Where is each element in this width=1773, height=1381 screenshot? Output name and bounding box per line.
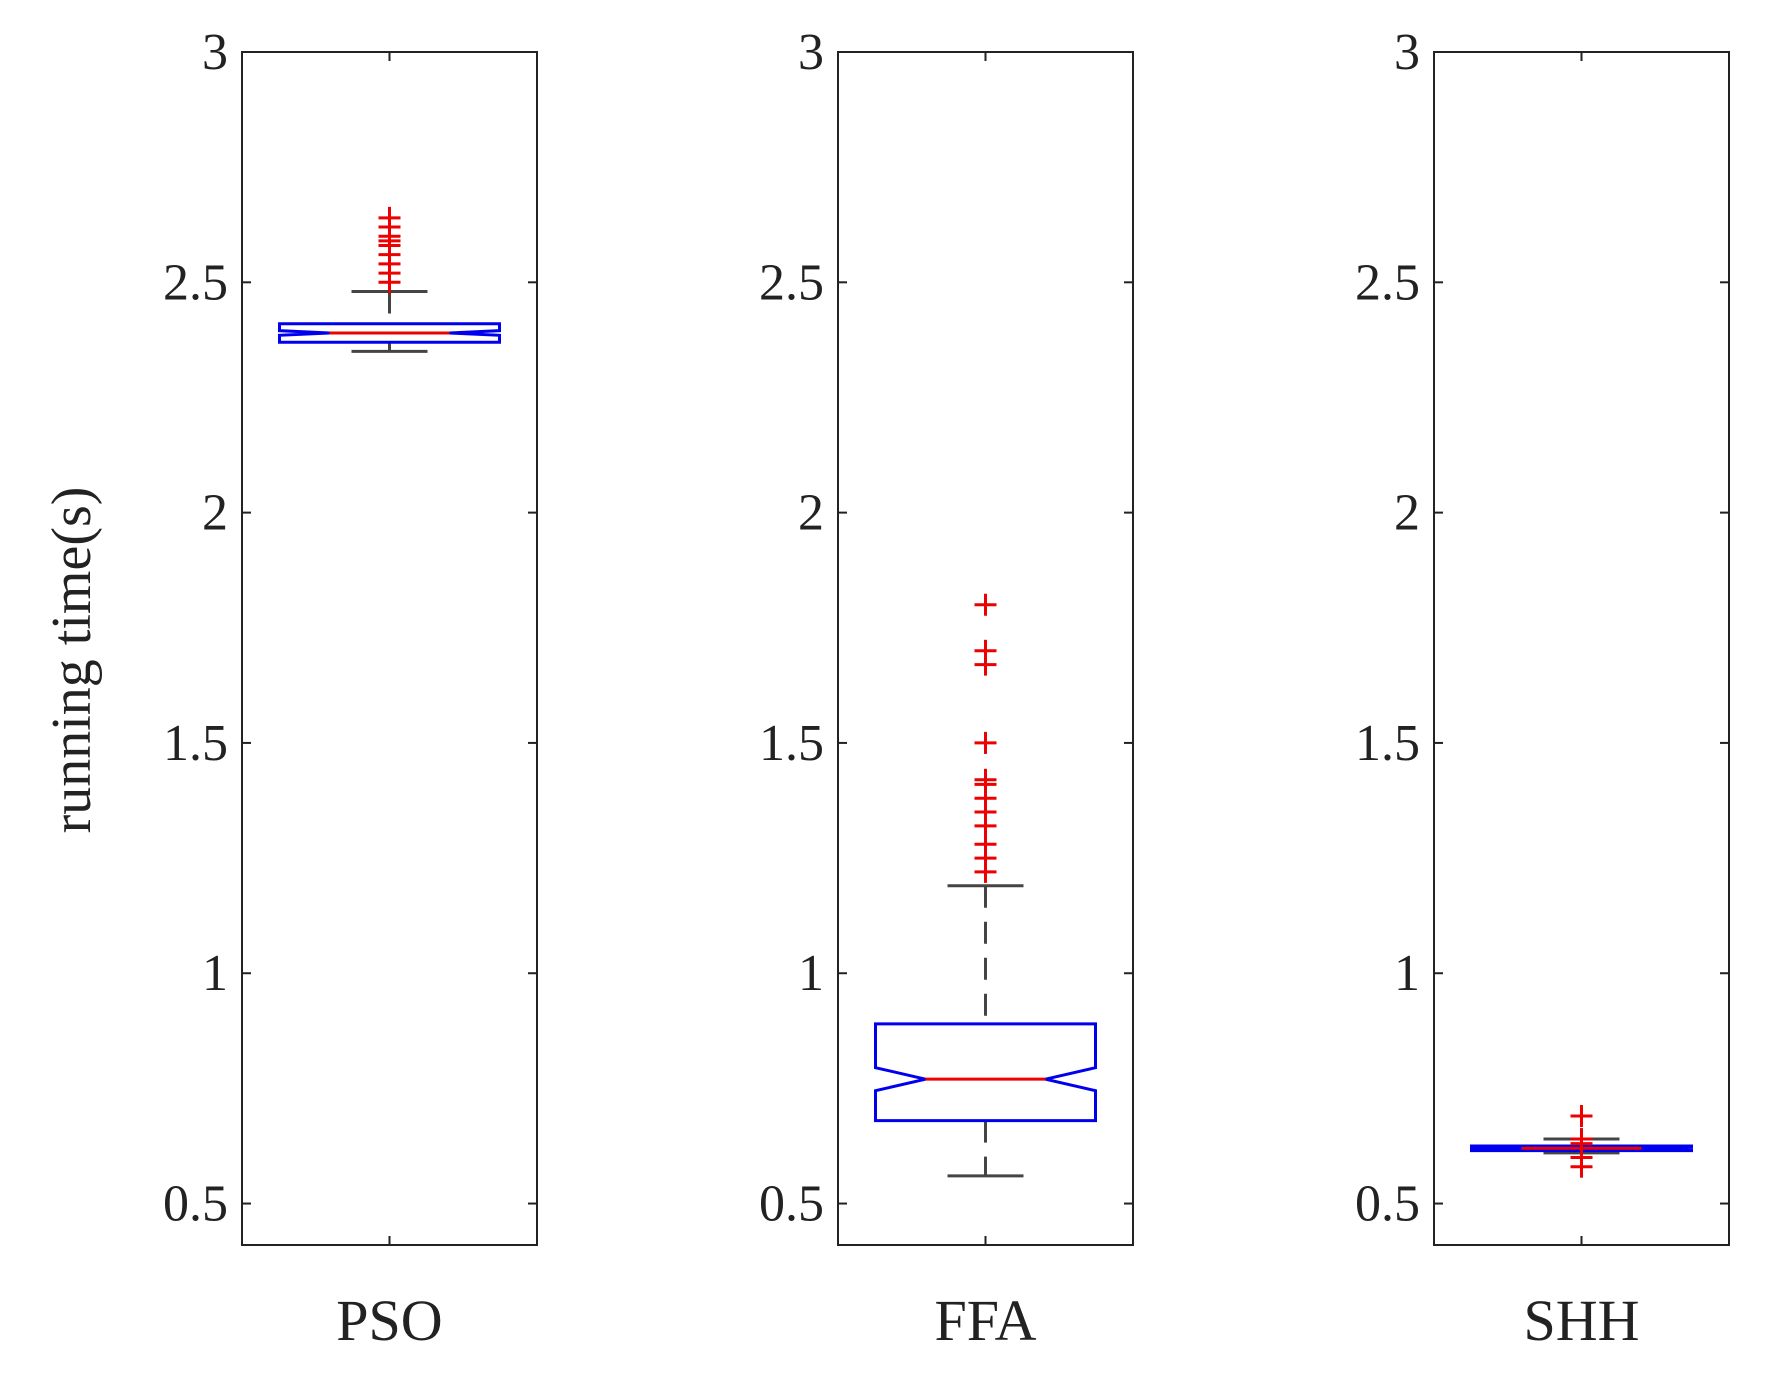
y-tick-label: 1 — [798, 945, 824, 1002]
outlier-marker — [1570, 1105, 1593, 1128]
panel-pso: 0.5 1 1.5 2 2.5 3 PSO — [163, 24, 538, 1353]
outlier-marker — [974, 639, 997, 662]
x-tick-label-shh: SHH — [1523, 1288, 1639, 1353]
panel-ffa: 0.5 1 1.5 2 2.5 3 FFA — [759, 24, 1134, 1353]
y-tick-label: 2.5 — [163, 254, 228, 311]
y-axis-label: running time(s) — [41, 487, 103, 834]
y-tick-label: 3 — [798, 24, 824, 81]
y-tick-label: 1 — [202, 945, 228, 1002]
y-tick-label: 3 — [202, 24, 228, 81]
y-tick-label: 2.5 — [759, 254, 824, 311]
outlier-marker — [378, 206, 401, 229]
y-tick-label: 0.5 — [1355, 1176, 1420, 1233]
y-tick-label: 2.5 — [1355, 254, 1420, 311]
panel-shh: 0.5 1 1.5 2 2.5 3 SHH — [1355, 24, 1730, 1353]
y-tick-label: 1.5 — [759, 715, 824, 772]
y-tick-label: 1 — [1394, 945, 1420, 1002]
y-tick-label: 1.5 — [163, 715, 228, 772]
y-tick-label: 0.5 — [759, 1176, 824, 1233]
y-tick-label: 2 — [202, 485, 228, 542]
y-tick-label: 1.5 — [1355, 715, 1420, 772]
box-ffa — [874, 1022, 1097, 1123]
axes-frame — [1433, 51, 1730, 1246]
y-tick-label: 0.5 — [163, 1176, 228, 1233]
y-tick-label: 2 — [1394, 485, 1420, 542]
outlier-marker — [1570, 1128, 1593, 1151]
outlier-marker — [974, 731, 997, 754]
box-shh — [1470, 1144, 1693, 1153]
outlier-marker — [974, 833, 997, 856]
box-pso — [278, 322, 501, 344]
x-tick-label-pso: PSO — [336, 1288, 442, 1353]
y-tick-label: 3 — [1394, 24, 1420, 81]
panels: 0.5 1 1.5 2 2.5 3 PSO 0.5 1 1.5 2 2.5 3 FFA 0.5 1 1.5 2 2.… — [163, 24, 1730, 1353]
outlier-marker — [974, 593, 997, 616]
y-tick-label: 2 — [798, 485, 824, 542]
x-tick-label-ffa: FFA — [934, 1288, 1036, 1353]
outlier-marker — [974, 768, 997, 791]
